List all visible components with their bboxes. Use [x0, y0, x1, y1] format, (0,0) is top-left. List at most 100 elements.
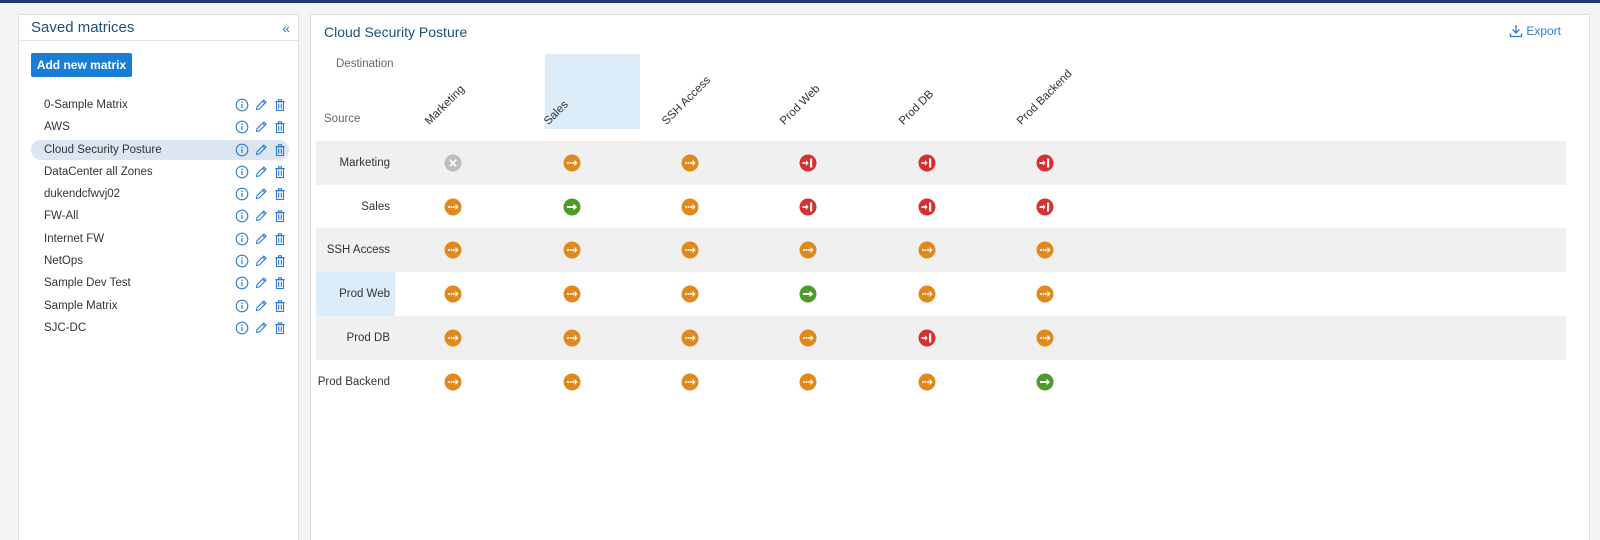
partial-access-icon[interactable]: [799, 329, 817, 347]
partial-access-icon[interactable]: [799, 241, 817, 259]
partial-access-icon[interactable]: [1036, 241, 1054, 259]
matrix-list-item[interactable]: FW-All: [31, 206, 289, 226]
row-header[interactable]: SSH Access: [326, 244, 390, 257]
partial-access-icon[interactable]: [563, 285, 581, 303]
info-icon[interactable]: [235, 209, 249, 223]
trash-icon[interactable]: [273, 187, 287, 201]
info-icon[interactable]: [235, 143, 249, 157]
info-icon[interactable]: [235, 254, 249, 268]
none-access-icon[interactable]: [444, 154, 462, 172]
column-header[interactable]: Prod DB: [897, 88, 937, 128]
partial-access-icon[interactable]: [444, 198, 462, 216]
allowed-access-icon[interactable]: [799, 285, 817, 303]
blocked-access-icon[interactable]: [799, 198, 817, 216]
row-header[interactable]: Prod DB: [346, 331, 390, 344]
blocked-access-icon[interactable]: [918, 198, 936, 216]
blocked-access-icon[interactable]: [918, 154, 936, 172]
blocked-access-icon[interactable]: [918, 329, 936, 347]
matrix-list-item[interactable]: DataCenter all Zones: [31, 162, 289, 182]
blocked-access-icon[interactable]: [1036, 154, 1054, 172]
column-header[interactable]: SSH Access: [660, 74, 714, 128]
partial-access-icon[interactable]: [563, 329, 581, 347]
matrix-row: SSH Access: [316, 228, 1566, 273]
trash-icon[interactable]: [273, 98, 287, 112]
partial-access-icon[interactable]: [681, 241, 699, 259]
blocked-access-icon[interactable]: [1036, 198, 1054, 216]
partial-access-icon[interactable]: [1036, 285, 1054, 303]
pencil-icon[interactable]: [254, 276, 268, 290]
pencil-icon[interactable]: [254, 209, 268, 223]
matrix-list-item[interactable]: AWS: [31, 117, 289, 137]
info-icon[interactable]: [235, 120, 249, 134]
info-icon[interactable]: [235, 187, 249, 201]
sidebar-header: Saved matrices «: [19, 15, 298, 41]
trash-icon[interactable]: [273, 120, 287, 134]
trash-icon[interactable]: [273, 276, 287, 290]
matrix-actions: [235, 120, 287, 134]
pencil-icon[interactable]: [254, 98, 268, 112]
trash-icon[interactable]: [273, 232, 287, 246]
column-header[interactable]: Prod Backend: [1015, 67, 1075, 128]
trash-icon[interactable]: [273, 254, 287, 268]
trash-icon[interactable]: [273, 299, 287, 313]
matrix-list-item[interactable]: Sample Dev Test: [31, 273, 289, 293]
column-highlight: [545, 54, 640, 129]
row-header[interactable]: Sales: [361, 200, 390, 213]
partial-access-icon[interactable]: [563, 241, 581, 259]
trash-icon[interactable]: [273, 165, 287, 179]
pencil-icon[interactable]: [254, 143, 268, 157]
partial-access-icon[interactable]: [918, 241, 936, 259]
matrix-actions: [235, 299, 287, 313]
row-header[interactable]: Prod Backend: [317, 375, 390, 388]
trash-icon[interactable]: [273, 321, 287, 335]
row-header[interactable]: Prod Web: [316, 272, 395, 317]
partial-access-icon[interactable]: [681, 285, 699, 303]
matrix-list-item[interactable]: NetOps: [31, 251, 289, 271]
partial-access-icon[interactable]: [799, 373, 817, 391]
matrix-list-item[interactable]: SJC-DC: [31, 318, 289, 338]
row-header[interactable]: Marketing: [339, 157, 391, 169]
partial-access-icon[interactable]: [444, 329, 462, 347]
partial-access-icon[interactable]: [918, 373, 936, 391]
partial-access-icon[interactable]: [563, 154, 581, 172]
info-icon[interactable]: [235, 98, 249, 112]
partial-access-icon[interactable]: [563, 373, 581, 391]
pencil-icon[interactable]: [254, 254, 268, 268]
allowed-access-icon[interactable]: [563, 198, 581, 216]
trash-icon[interactable]: [273, 209, 287, 223]
partial-access-icon[interactable]: [444, 241, 462, 259]
partial-access-icon[interactable]: [681, 373, 699, 391]
blocked-access-icon[interactable]: [799, 154, 817, 172]
pencil-icon[interactable]: [254, 187, 268, 201]
info-icon[interactable]: [235, 321, 249, 335]
info-icon[interactable]: [235, 299, 249, 313]
matrix-list-item[interactable]: Internet FW: [31, 229, 289, 249]
export-button[interactable]: Export: [1509, 24, 1561, 38]
pencil-icon[interactable]: [254, 120, 268, 134]
matrix-list-item[interactable]: 0-Sample Matrix: [31, 95, 289, 115]
pencil-icon[interactable]: [254, 321, 268, 335]
add-new-matrix-button[interactable]: Add new matrix: [31, 53, 132, 77]
double-chevron-left-icon[interactable]: «: [282, 19, 290, 36]
allowed-access-icon[interactable]: [1036, 373, 1054, 391]
info-icon[interactable]: [235, 232, 249, 246]
partial-access-icon[interactable]: [1036, 329, 1054, 347]
partial-access-icon[interactable]: [444, 285, 462, 303]
matrix-list-item[interactable]: Sample Matrix: [31, 296, 289, 316]
partial-access-icon[interactable]: [681, 154, 699, 172]
partial-access-icon[interactable]: [918, 285, 936, 303]
pencil-icon[interactable]: [254, 299, 268, 313]
partial-access-icon[interactable]: [681, 198, 699, 216]
partial-access-icon[interactable]: [444, 373, 462, 391]
matrix-list-item[interactable]: Cloud Security Posture: [31, 139, 289, 160]
info-icon[interactable]: [235, 165, 249, 179]
column-header[interactable]: Marketing: [423, 83, 468, 128]
matrix-list-item[interactable]: dukendcfwvj02: [31, 184, 289, 204]
trash-icon[interactable]: [273, 143, 287, 157]
matrix-name: Cloud Security Posture: [44, 143, 162, 156]
pencil-icon[interactable]: [254, 165, 268, 179]
pencil-icon[interactable]: [254, 232, 268, 246]
partial-access-icon[interactable]: [681, 329, 699, 347]
column-header[interactable]: Prod Web: [778, 82, 823, 128]
info-icon[interactable]: [235, 276, 249, 290]
